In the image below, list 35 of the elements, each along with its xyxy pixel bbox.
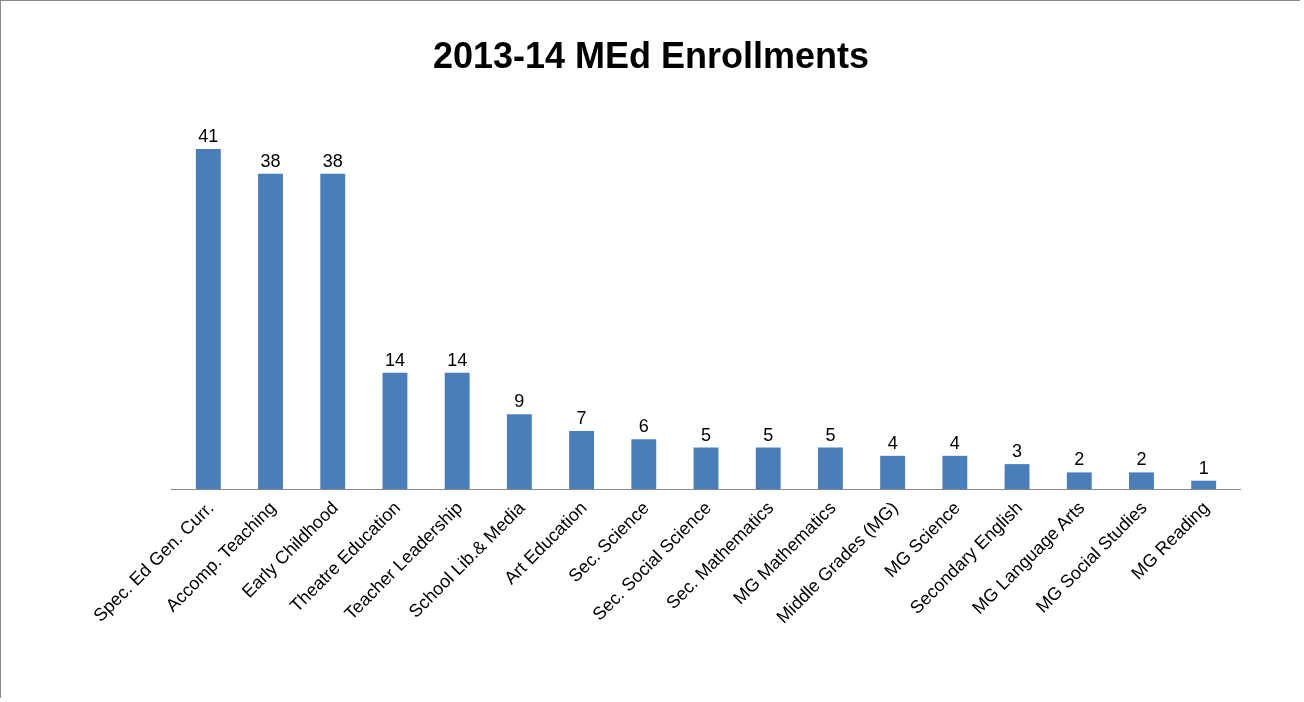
bar: [942, 455, 968, 489]
data-label: 3: [1012, 441, 1023, 462]
bar: [880, 455, 906, 489]
bar: [382, 372, 408, 489]
data-label: 5: [763, 424, 774, 445]
bar: [195, 148, 221, 489]
data-label: 2: [1136, 449, 1147, 470]
data-label: 4: [949, 432, 960, 453]
bar: [258, 173, 283, 489]
data-label: 6: [638, 416, 649, 437]
bar: [569, 430, 595, 489]
bar: [1004, 464, 1030, 489]
bar: [444, 372, 470, 489]
data-label: 2: [1074, 449, 1085, 470]
bar: [1191, 480, 1217, 489]
bar: [1129, 472, 1154, 489]
data-label: 1: [1198, 457, 1209, 478]
bar: [1066, 472, 1092, 489]
data-label: 9: [514, 391, 525, 412]
data-label: 4: [887, 432, 898, 453]
chart-title: 2013-14 MEd Enrollments: [432, 35, 870, 77]
data-label: 7: [576, 407, 587, 428]
data-label: 5: [700, 424, 712, 445]
bar: [631, 439, 657, 489]
data-label: 14: [384, 349, 405, 370]
bar: [755, 447, 781, 489]
bar: [320, 173, 346, 489]
bar: [817, 447, 843, 489]
bar: [506, 414, 532, 489]
data-label: 41: [198, 125, 219, 146]
data-label: 38: [260, 150, 281, 171]
data-label: 14: [447, 349, 468, 370]
data-label: 38: [322, 150, 343, 171]
data-label: 5: [825, 424, 836, 445]
bar: [693, 447, 719, 489]
